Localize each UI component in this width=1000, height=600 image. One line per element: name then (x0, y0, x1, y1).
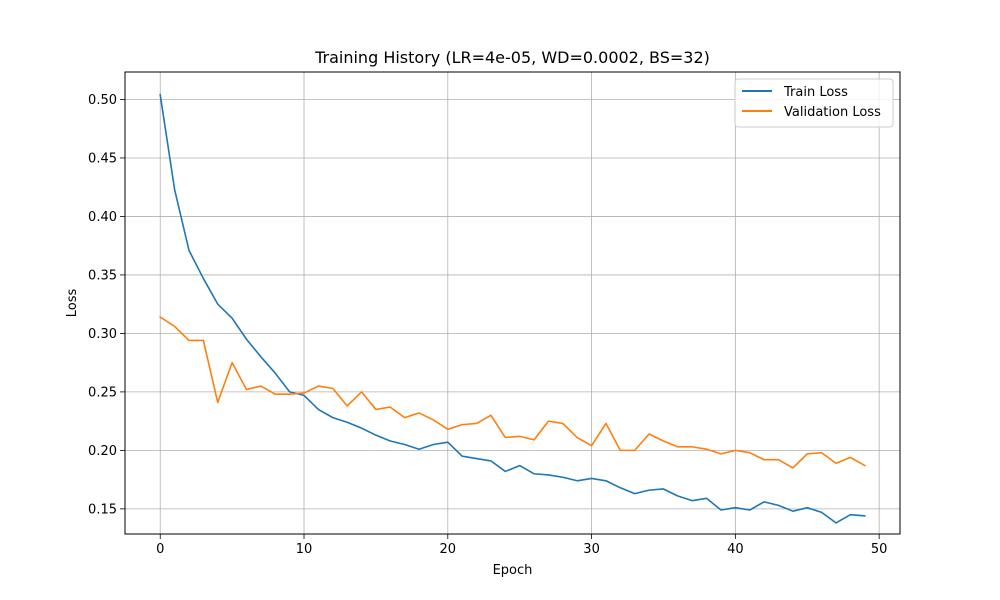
x-tick-label: 50 (871, 542, 888, 557)
y-axis-label: Loss (65, 289, 80, 318)
legend: Train Loss Validation Loss (734, 78, 894, 128)
y-tick-label: 0.20 (88, 444, 117, 459)
x-tick-label: 40 (727, 542, 744, 557)
x-tick-label: 10 (296, 542, 313, 557)
plot-frame (124, 71, 901, 535)
ticks-layer: 0 10 20 30 40 50 0.15 0.20 0.25 0.30 0.35 0.40 0.45 0… (88, 93, 887, 557)
x-tick-label: 0 (156, 542, 164, 557)
y-tick-label: 0.35 (88, 268, 117, 283)
series-line-train-loss (159, 93, 866, 524)
x-tick-label: 20 (440, 542, 457, 557)
y-tick-label: 0.40 (88, 210, 117, 225)
grid-layer (125, 72, 900, 534)
legend-box (734, 78, 894, 128)
legend-label-validation-loss: Validation Loss (784, 105, 881, 120)
y-tick-label: 0.15 (88, 502, 117, 517)
y-tick-label: 0.45 (88, 151, 117, 166)
chart-title: Training History (LR=4e-05, WD=0.0002, B… (314, 48, 710, 67)
y-tick-label: 0.30 (88, 327, 117, 342)
series-line-validation-loss (159, 315, 866, 469)
y-tick-label: 0.25 (88, 385, 117, 400)
series-layer (159, 93, 866, 524)
x-tick-label: 30 (583, 542, 600, 557)
y-tick-label: 0.50 (88, 93, 117, 108)
legend-label-train-loss: Train Loss (783, 85, 848, 100)
x-axis-label: Epoch (493, 563, 533, 578)
